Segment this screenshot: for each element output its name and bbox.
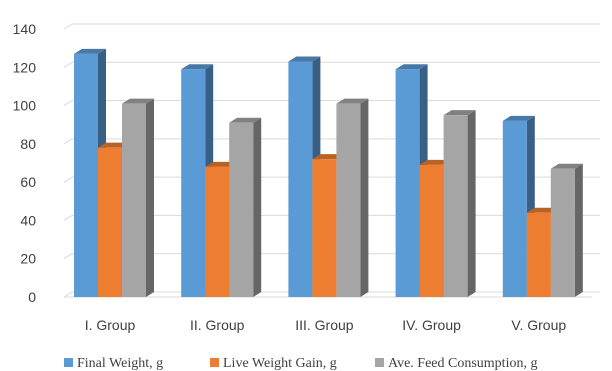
bar-top-face [74, 48, 106, 54]
y-tick-label: 20 [20, 251, 36, 267]
bar-3-3 [336, 98, 369, 298]
bar-front-face [443, 115, 468, 298]
bar-front-face [122, 103, 146, 298]
y-tick-label: 100 [13, 98, 37, 114]
bar-front-face [288, 61, 313, 297]
legend-label: Ave. Feed Consumption, g [388, 356, 537, 371]
bar-front-face [502, 120, 527, 297]
grid-line-diagonal [63, 100, 73, 106]
y-tick-label: 0 [28, 289, 36, 305]
legend-item-2: Live Weight Gain, g [210, 356, 337, 371]
bar-side-face [360, 98, 369, 298]
grid-line-diagonal [63, 61, 73, 68]
x-tick-label: IV. Group [402, 317, 461, 333]
bar-top-face [550, 163, 583, 169]
x-tick-label: III. Group [295, 317, 354, 333]
grid-line-diagonal [63, 215, 73, 221]
bar-front-face [312, 159, 337, 297]
bar-3-2 [229, 117, 262, 297]
legend-swatch [375, 358, 384, 367]
x-tick-label: I. Group [85, 317, 136, 333]
grid-line-diagonal [63, 291, 73, 298]
bar-top-face [288, 56, 321, 62]
bar-side-face [146, 98, 154, 298]
bar-top-face [336, 98, 369, 104]
bar-front-face [74, 53, 98, 298]
bar-top-face [443, 110, 476, 116]
y-tick-label: 40 [20, 212, 36, 228]
bar-front-face [550, 168, 575, 297]
grid-line-diagonal [63, 253, 73, 260]
bar-3-5 [550, 163, 583, 297]
grid-line-diagonal [63, 176, 73, 183]
bar-side-face [253, 117, 262, 297]
bar-top-face [229, 117, 262, 123]
y-tick-label: 120 [13, 59, 37, 75]
legend: Final Weight, g Live Weight Gain, g Ave. F… [64, 356, 537, 371]
bar-top-face [181, 64, 214, 70]
bar-top-face [395, 64, 428, 70]
legend-item-1: Final Weight, g [64, 356, 163, 371]
bar-front-face [229, 122, 254, 297]
bar-front-face [526, 212, 551, 297]
grid-line-diagonal [63, 138, 73, 145]
legend-item-3: Ave. Feed Consumption, g [375, 356, 537, 371]
y-tick-label: 60 [20, 174, 36, 190]
bar-series [74, 48, 583, 298]
bar-3-4 [443, 110, 476, 298]
bar-1-5 [502, 115, 535, 297]
y-tick-label: 80 [20, 136, 36, 152]
grid-line-diagonal [63, 23, 73, 30]
bar-top-face [502, 115, 535, 121]
x-tick-label: II. Group [190, 317, 245, 333]
legend-swatch [210, 358, 219, 367]
bar-front-face [395, 69, 420, 297]
bar-side-face [574, 163, 583, 297]
y-axis-ticks: 0 20 40 60 80 100 120 140 [13, 21, 37, 305]
legend-swatch [64, 358, 73, 367]
bar-front-face [181, 69, 206, 297]
bar-front-face [205, 166, 230, 297]
legend-label: Live Weight Gain, g [223, 356, 337, 371]
bar-front-face [98, 147, 122, 297]
bar-top-face [122, 98, 154, 104]
x-tick-label: V. Group [511, 317, 566, 333]
y-tick-label: 140 [13, 21, 37, 37]
legend-label: Final Weight, g [77, 356, 163, 371]
bar-side-face [467, 110, 476, 298]
bar-front-face [419, 164, 444, 297]
bar-3-1 [122, 98, 154, 298]
x-axis-labels: I. Group II. Group III. Group IV. Group V. G… [85, 317, 567, 333]
bar-front-face [336, 103, 361, 298]
